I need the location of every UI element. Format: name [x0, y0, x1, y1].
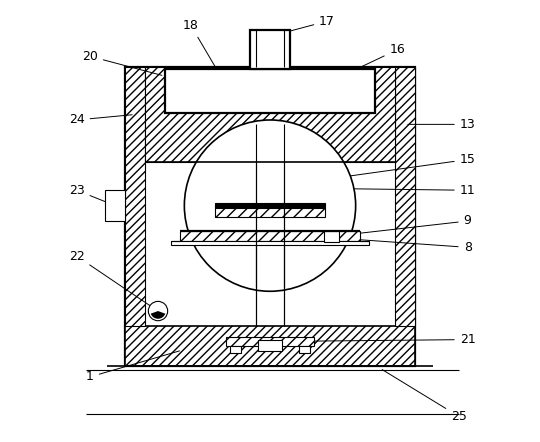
Text: 18: 18: [183, 19, 233, 98]
Bar: [299, 346, 309, 353]
Bar: [125, 67, 145, 326]
Text: 20: 20: [82, 50, 162, 75]
Bar: [258, 339, 282, 351]
Text: 24: 24: [69, 114, 132, 126]
Bar: [250, 30, 290, 69]
Text: 9: 9: [335, 214, 471, 236]
Bar: [325, 231, 340, 242]
Text: 22: 22: [69, 250, 156, 309]
Bar: [165, 69, 375, 114]
Bar: [171, 241, 369, 245]
Wedge shape: [151, 311, 165, 319]
Bar: [231, 346, 241, 353]
Text: 25: 25: [382, 370, 467, 423]
Text: 23: 23: [69, 184, 113, 205]
Bar: [105, 190, 125, 221]
Circle shape: [148, 301, 167, 321]
Text: 16: 16: [316, 43, 405, 88]
Text: 15: 15: [324, 153, 476, 179]
Bar: [180, 231, 360, 241]
Text: 17: 17: [264, 15, 335, 38]
Text: 13: 13: [408, 118, 476, 131]
Bar: [226, 336, 314, 346]
Bar: [125, 67, 415, 366]
Text: 21: 21: [291, 333, 476, 346]
Bar: [125, 326, 415, 366]
Text: 1: 1: [86, 351, 179, 383]
Bar: [395, 67, 415, 326]
Text: 8: 8: [309, 236, 471, 254]
Bar: [256, 124, 284, 287]
Bar: [145, 67, 395, 162]
Text: 11: 11: [295, 184, 476, 197]
Circle shape: [184, 120, 356, 291]
Bar: [215, 208, 325, 217]
Bar: [215, 203, 325, 208]
